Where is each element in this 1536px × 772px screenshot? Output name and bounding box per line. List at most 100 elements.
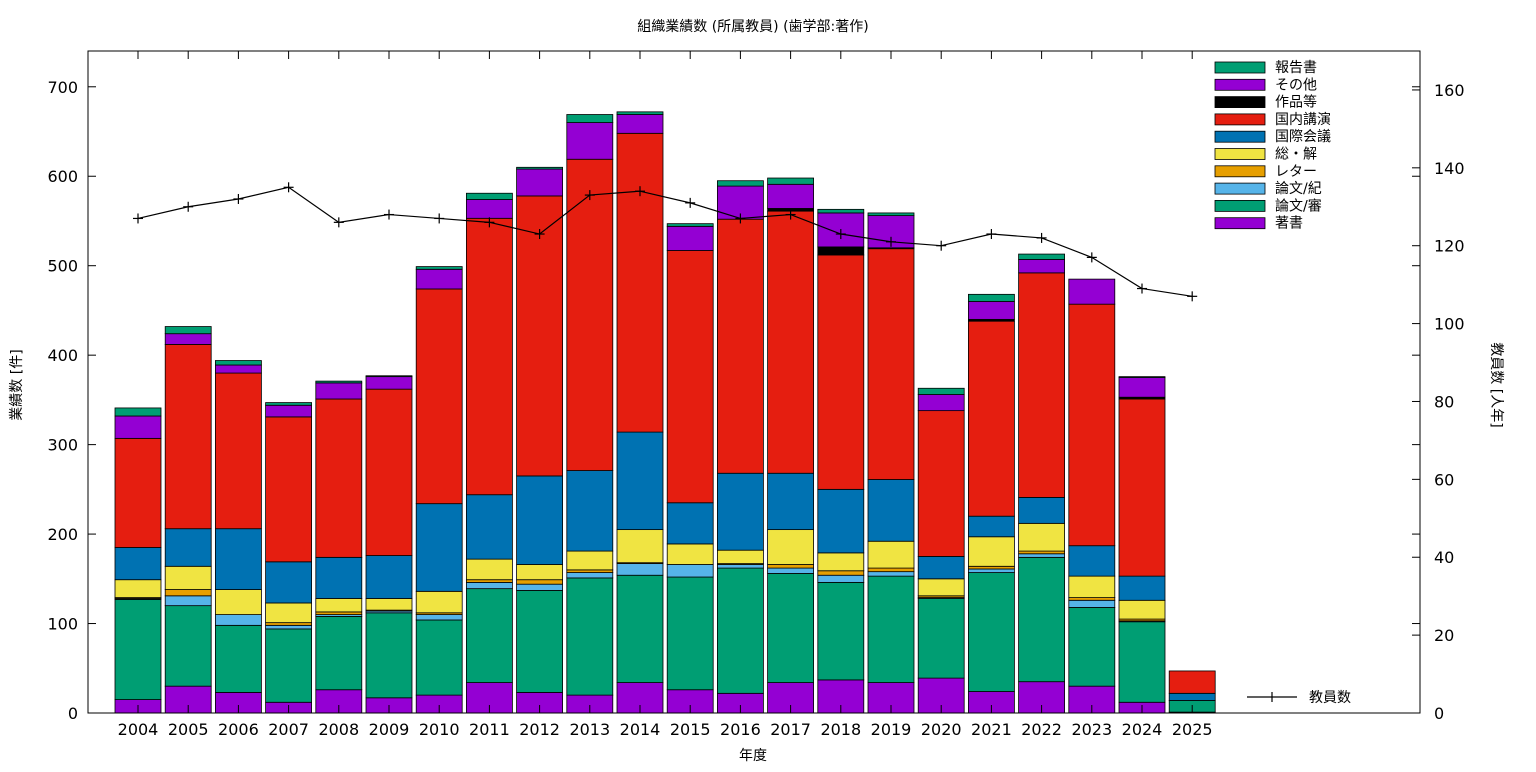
bar-segment xyxy=(214,624,262,693)
bar-segment xyxy=(817,581,865,681)
bar-segment xyxy=(817,552,865,572)
y-tick-label: 100 xyxy=(47,615,78,634)
x-tick-label: 2021 xyxy=(971,720,1012,739)
bar-segment xyxy=(566,577,614,696)
y2-tick-label: 80 xyxy=(1434,392,1454,411)
legend-item: 論文/紀 xyxy=(1214,181,1322,197)
legend-label: 国際会議 xyxy=(1275,128,1331,145)
legend-swatch xyxy=(1214,78,1266,91)
bar-segment xyxy=(616,529,664,564)
y-tick-label: 0 xyxy=(68,704,78,723)
legend-swatch xyxy=(1214,61,1266,74)
bar-segment xyxy=(465,192,513,200)
bar-segment xyxy=(214,364,262,374)
x-tick-label: 2017 xyxy=(770,720,811,739)
line-point xyxy=(835,229,846,240)
x-axis-label: 年度 xyxy=(739,748,767,764)
line-point xyxy=(936,240,947,251)
legend-item: 報告書 xyxy=(1214,60,1317,76)
bar-segment xyxy=(566,114,614,123)
legend-swatch xyxy=(1214,130,1266,143)
bar-segment xyxy=(817,574,865,583)
bar-segment xyxy=(1068,545,1116,577)
legend-label: 総・解 xyxy=(1275,147,1317,163)
bar-segment xyxy=(315,556,363,599)
legend-item: 国際会議 xyxy=(1214,128,1331,145)
bar-segment xyxy=(867,540,915,569)
x-tick-label: 2012 xyxy=(519,720,560,739)
bar-segment xyxy=(265,624,313,630)
bar-segment xyxy=(265,404,313,418)
bar-segment xyxy=(666,564,714,578)
x-tick-label: 2010 xyxy=(419,720,460,739)
x-tick-label: 2023 xyxy=(1071,720,1112,739)
legend-label: 著書 xyxy=(1275,216,1303,232)
bar-segment xyxy=(114,407,162,417)
bar-segment xyxy=(867,571,915,577)
bar-segment xyxy=(917,556,965,580)
bar-segment xyxy=(465,558,513,581)
bar-segment xyxy=(616,111,664,115)
bar-segment xyxy=(164,528,212,567)
bar-segment xyxy=(867,479,915,542)
bar-segment xyxy=(666,543,714,565)
x-tick-label: 2004 xyxy=(118,720,159,739)
bar-segment xyxy=(817,208,865,214)
bar-segment xyxy=(717,549,764,565)
bar-segment xyxy=(265,602,313,624)
bar-segment xyxy=(265,416,313,563)
bar-segment xyxy=(365,598,413,611)
legend-swatch xyxy=(1214,96,1266,108)
bar-segment xyxy=(968,536,1015,567)
legend-item: 著書 xyxy=(1214,216,1303,232)
y-tick-label: 700 xyxy=(47,78,78,97)
bar-segment xyxy=(566,572,614,579)
line-point xyxy=(635,186,645,197)
x-tick-label: 2019 xyxy=(871,720,912,739)
bar-segment xyxy=(114,415,162,439)
bar-segment xyxy=(1018,272,1065,498)
bar-segment xyxy=(968,568,1015,573)
bar-segment xyxy=(265,628,313,703)
bar-segment xyxy=(365,555,413,599)
bar-segment xyxy=(365,375,413,378)
bar-segment xyxy=(315,398,363,558)
bar-segment xyxy=(516,168,563,197)
line-point xyxy=(1036,232,1047,243)
plot-border xyxy=(87,50,1421,714)
legend-swatch xyxy=(1214,217,1266,230)
bar-segment xyxy=(917,387,965,395)
bar-segment xyxy=(1168,692,1216,701)
line-point xyxy=(484,217,495,228)
x-tick-label: 2007 xyxy=(268,720,309,739)
bar-segment xyxy=(666,250,714,504)
bar-segment xyxy=(767,529,814,565)
line-series-path xyxy=(137,186,1193,297)
bar-segment xyxy=(415,590,463,614)
bar-segment xyxy=(817,570,865,576)
y-tick-label: 600 xyxy=(47,167,78,186)
bar-segment xyxy=(566,550,614,571)
x-tick-label: 2025 xyxy=(1172,720,1213,739)
axes-layer: 0 100 200 300 400 500 600 700 0 20 40 60 80 100 120 140… xyxy=(47,50,1465,739)
bars-layer xyxy=(114,111,1216,714)
bar-segment xyxy=(114,598,162,700)
bar-segment xyxy=(1118,575,1166,601)
x-tick-label: 2015 xyxy=(670,720,711,739)
bar-segment xyxy=(968,515,1015,538)
line-point xyxy=(534,229,545,240)
bar-segment xyxy=(164,333,212,345)
bar-segment xyxy=(164,589,212,597)
line-point xyxy=(233,193,244,204)
legend-item: 総・解 xyxy=(1214,147,1317,163)
bar-segment xyxy=(265,402,313,406)
line-layer xyxy=(133,182,1198,302)
bar-segment xyxy=(717,567,764,694)
x-tick-label: 2009 xyxy=(369,720,410,739)
y-axis-label: 業績数 [件] xyxy=(9,349,25,420)
bar-segment xyxy=(1068,575,1116,598)
y2-tick-label: 60 xyxy=(1434,470,1454,489)
bar-segment xyxy=(1118,599,1166,620)
